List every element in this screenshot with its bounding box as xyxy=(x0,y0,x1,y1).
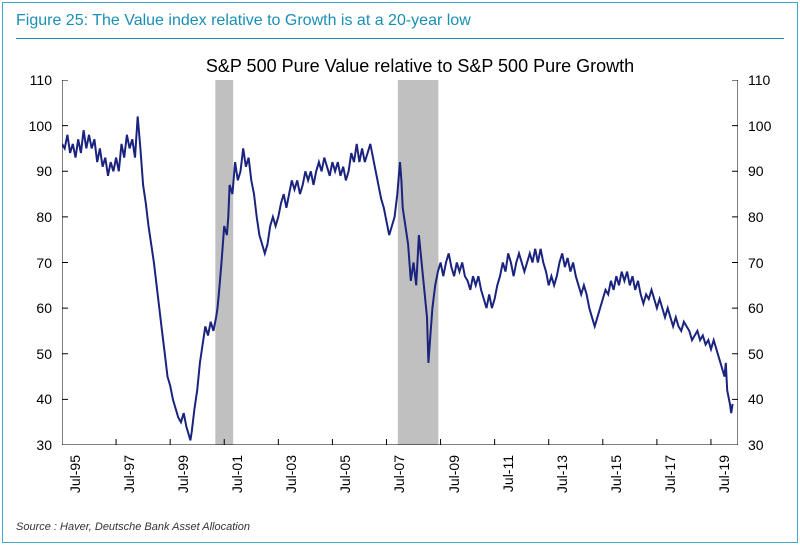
figure-title-bar: Figure 25: The Value index relative to G… xyxy=(16,12,784,30)
x-tick-label: Jul-19 xyxy=(716,455,732,493)
x-tick-label: Jul-99 xyxy=(175,455,191,493)
x-tick-label: Jul-09 xyxy=(446,455,462,493)
source-attribution: Source : Haver, Deutsche Bank Asset Allo… xyxy=(16,521,250,533)
x-tick-label: Jul-07 xyxy=(391,455,407,493)
y-tick-label: 60 xyxy=(36,300,52,316)
chart-svg xyxy=(62,80,738,445)
x-tick-label: Jul-13 xyxy=(554,455,570,493)
title-underline xyxy=(16,38,784,39)
y-tick-label: 80 xyxy=(36,209,52,225)
x-tick-label: Jul-15 xyxy=(608,455,624,493)
y-axis-left: 30405060708090100110 xyxy=(0,80,62,445)
x-tick-label: Jul-95 xyxy=(67,455,83,493)
y-tick-label: 110 xyxy=(30,72,52,88)
chart-plot-area xyxy=(62,80,738,445)
y-tick-label: 30 xyxy=(748,437,764,453)
y-tick-label: 50 xyxy=(748,346,764,362)
x-tick-label: Jul-05 xyxy=(337,455,353,493)
y-axis-right: 30405060708090100110 xyxy=(738,80,800,445)
y-tick-label: 40 xyxy=(748,391,764,407)
y-tick-label: 70 xyxy=(36,255,52,271)
figure-label: Figure 25: The Value index relative to G… xyxy=(16,12,784,30)
y-tick-label: 100 xyxy=(29,118,52,134)
recession-band xyxy=(215,80,233,445)
x-tick-label: Jul-01 xyxy=(229,455,245,493)
y-tick-label: 80 xyxy=(748,209,764,225)
y-tick-label: 30 xyxy=(36,437,52,453)
x-tick-label: Jul-11 xyxy=(500,455,516,492)
y-tick-label: 60 xyxy=(748,300,764,316)
y-tick-label: 100 xyxy=(748,118,771,134)
y-tick-label: 40 xyxy=(36,391,52,407)
y-tick-label: 90 xyxy=(36,163,52,179)
chart-title: S&P 500 Pure Value relative to S&P 500 P… xyxy=(0,56,800,77)
x-tick-label: Jul-03 xyxy=(283,455,299,493)
y-tick-label: 110 xyxy=(748,72,770,88)
y-tick-label: 70 xyxy=(748,255,764,271)
y-tick-label: 90 xyxy=(748,163,764,179)
x-tick-label: Jul-17 xyxy=(662,455,678,493)
y-tick-label: 50 xyxy=(36,346,52,362)
series-line xyxy=(62,117,733,441)
x-tick-label: Jul-97 xyxy=(121,455,137,493)
